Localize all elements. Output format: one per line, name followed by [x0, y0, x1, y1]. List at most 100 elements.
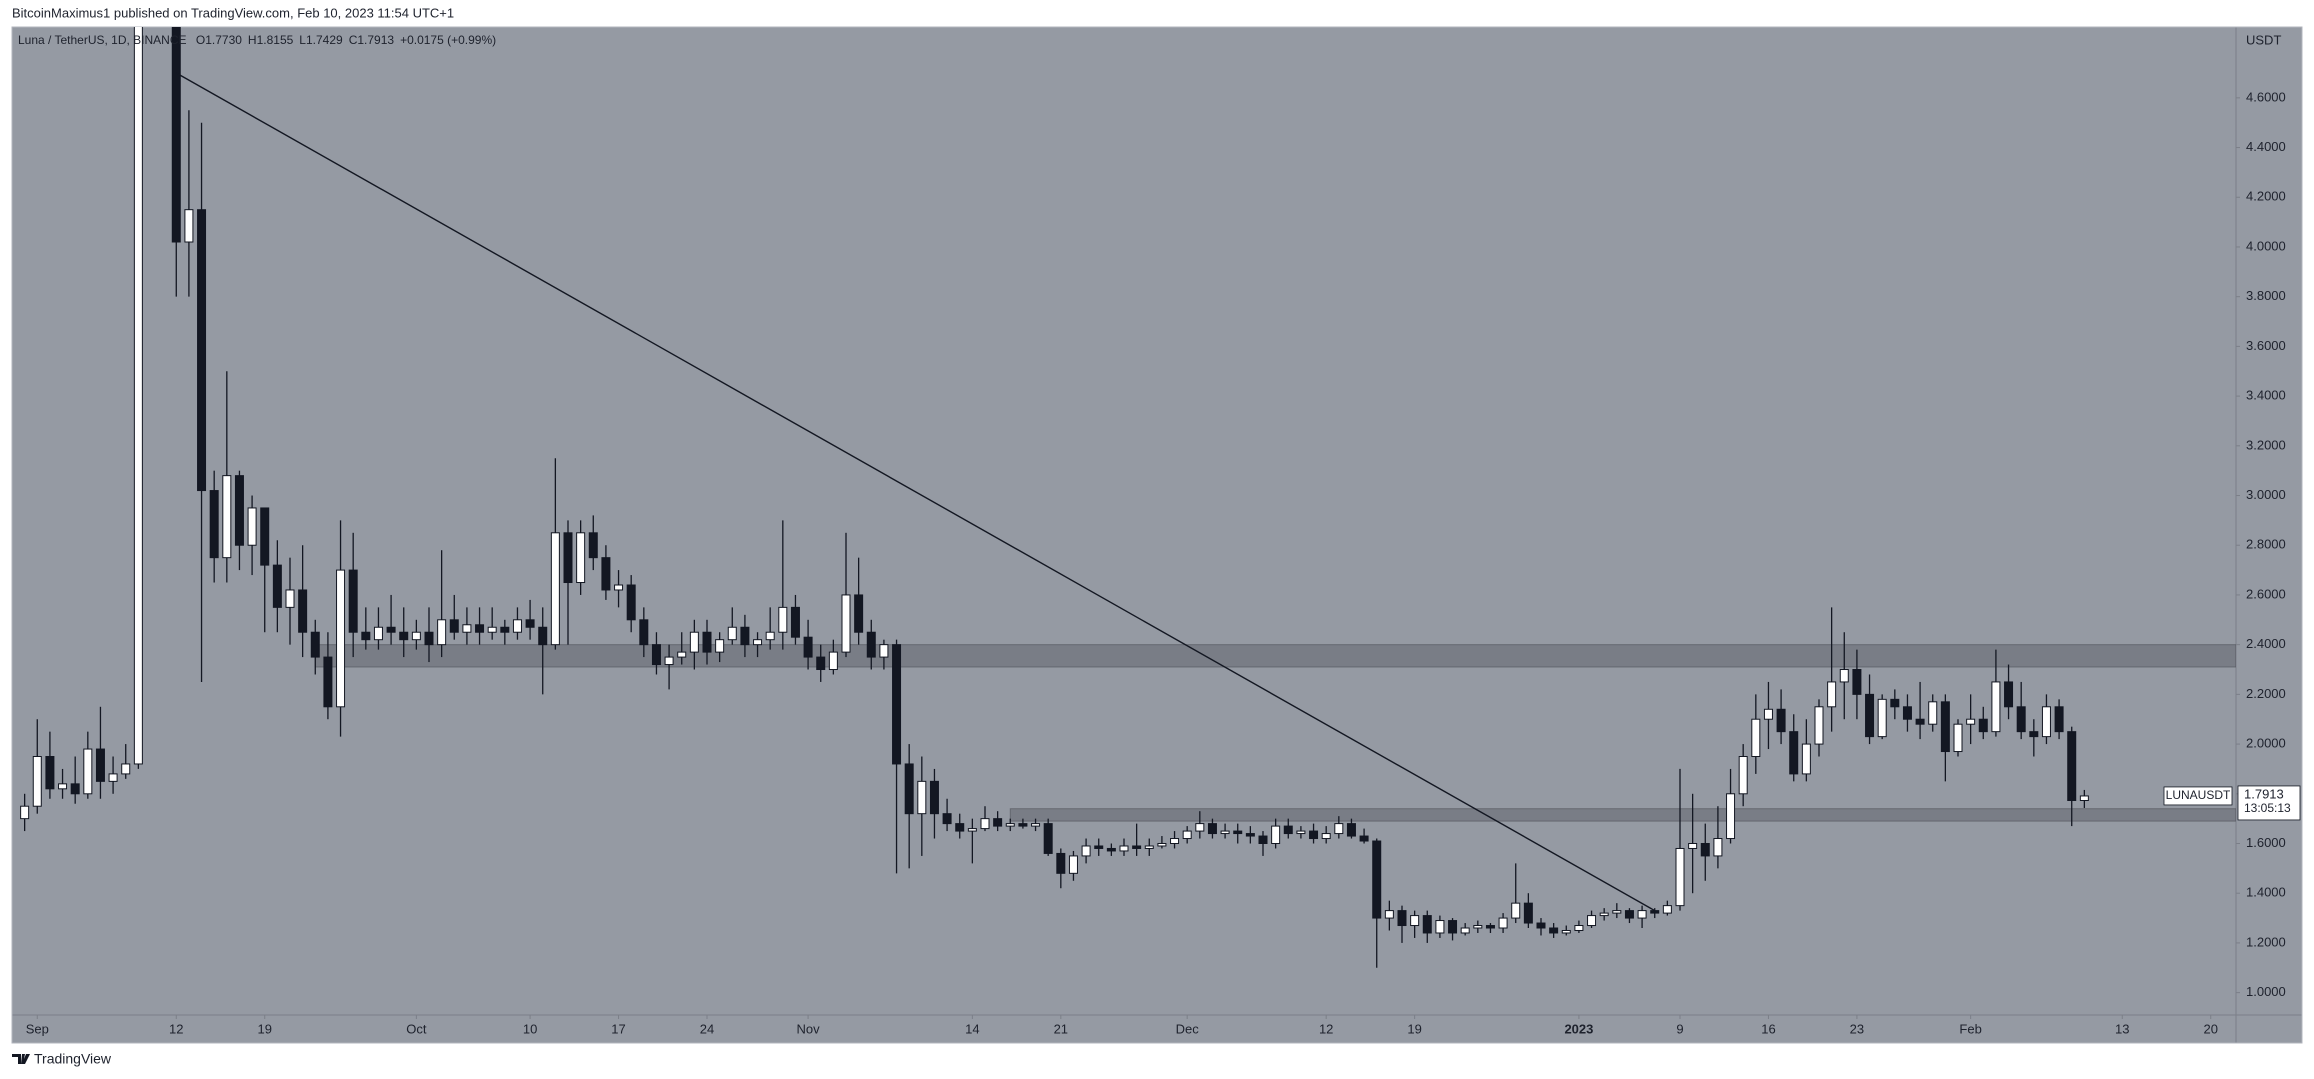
candle-body [1233, 830, 1243, 835]
x-tick-label: 23 [1850, 1021, 1864, 1036]
candle-body [1372, 840, 1382, 919]
candle-body [1902, 706, 1912, 720]
y-tick-label: 2.8000 [2246, 537, 2286, 552]
candle-body [588, 532, 598, 559]
candle-body [1776, 708, 1786, 733]
candle-body [1763, 708, 1773, 720]
candle-body [955, 823, 965, 832]
candle-body [1574, 925, 1584, 931]
y-tick-label: 1.6000 [2246, 835, 2286, 850]
candle-body [1195, 823, 1205, 832]
chart-background [12, 27, 2302, 1043]
candle-body [1132, 845, 1142, 849]
candle-body [1359, 835, 1369, 842]
y-tick-label: 2.4000 [2246, 636, 2286, 651]
candle-body [411, 631, 421, 641]
x-tick-label: Oct [406, 1021, 427, 1036]
x-tick-label: 17 [611, 1021, 625, 1036]
candle-body [58, 783, 68, 790]
candle-body [841, 594, 851, 653]
candle-body [1422, 915, 1432, 934]
candle-body [1991, 681, 2001, 733]
legend-value: 1.7913 [357, 33, 394, 47]
candle-body [892, 644, 902, 765]
candle-body [121, 763, 131, 775]
candle-body [601, 557, 611, 591]
footer-logo [12, 1054, 30, 1064]
candle-body [1005, 823, 1015, 827]
candle-body [298, 589, 308, 633]
candle-body [1271, 825, 1281, 844]
candle-body [1637, 910, 1647, 919]
candle-body [1751, 718, 1761, 758]
candle-body [1650, 910, 1660, 914]
candle-body [2067, 731, 2077, 801]
candle-body [437, 619, 447, 646]
candle-body [980, 818, 990, 830]
x-tick-label: Dec [1176, 1021, 1200, 1036]
candle-body [197, 209, 207, 492]
candle-body [1675, 847, 1685, 907]
candle-body [108, 773, 118, 782]
candle-body [677, 651, 687, 658]
candle-body [1561, 929, 1571, 934]
plot-area [20, 27, 2236, 968]
candle-body [386, 626, 396, 633]
chart-frame [11, 26, 2303, 1044]
byline: BitcoinMaximus1 published on TradingView… [12, 5, 454, 20]
candle-body [651, 644, 661, 666]
candle-body [209, 490, 219, 559]
x-tick-label: 9 [1676, 1021, 1683, 1036]
y-tick-label: 2.6000 [2246, 586, 2286, 601]
candle-body [1890, 698, 1900, 708]
candle-body [95, 748, 105, 782]
legend-key: H [248, 33, 257, 47]
candle-body [1523, 902, 1533, 924]
candle-body [1410, 915, 1420, 927]
y-tick-label: 1.2000 [2246, 934, 2286, 949]
candle-body [234, 475, 244, 546]
symbol: Luna / TetherUS, 1D, BINANCE [18, 33, 187, 47]
candle-body [626, 584, 636, 621]
candle-body [83, 748, 93, 795]
candle-body [1144, 845, 1154, 849]
candle-body [1612, 910, 1622, 914]
candle-body [487, 626, 497, 633]
candle-body [1283, 825, 1293, 835]
candle-body [1966, 718, 1976, 725]
candle-body [45, 756, 55, 790]
candle-body [373, 626, 383, 641]
legend-key: L [299, 33, 306, 47]
candle-body [1536, 922, 1546, 929]
candle-body [967, 828, 977, 832]
candle-body [790, 606, 800, 638]
candle-body [424, 631, 434, 646]
candle-body [20, 805, 30, 820]
candle-body [336, 569, 346, 708]
candle-body [715, 639, 725, 653]
logo [12, 1054, 30, 1064]
candle-body [1726, 793, 1736, 840]
candle-body [1865, 693, 1875, 738]
candle-body [639, 619, 649, 646]
x-tick-label: 12 [1319, 1021, 1333, 1036]
candle-body [866, 631, 876, 658]
candle-body [1915, 718, 1925, 725]
candle-body [854, 594, 864, 633]
last-price: 1.7913 [2244, 786, 2284, 801]
candle-body [1321, 833, 1331, 840]
candle-body [1700, 842, 1710, 857]
candle-body [538, 626, 548, 646]
x-tick-label: 19 [1407, 1021, 1421, 1036]
candle-body [993, 818, 1003, 827]
candle-body [917, 780, 927, 815]
countdown: 13:05:13 [2244, 801, 2291, 815]
y-tick-label: 3.8000 [2246, 288, 2286, 303]
candle-body [1309, 830, 1319, 840]
y-tick-label: 3.2000 [2246, 437, 2286, 452]
candle-body [1157, 842, 1167, 847]
candle-body [702, 631, 712, 653]
candle-body [550, 532, 560, 646]
x-tick-label: Sep [26, 1021, 49, 1036]
candle-body [563, 532, 573, 584]
